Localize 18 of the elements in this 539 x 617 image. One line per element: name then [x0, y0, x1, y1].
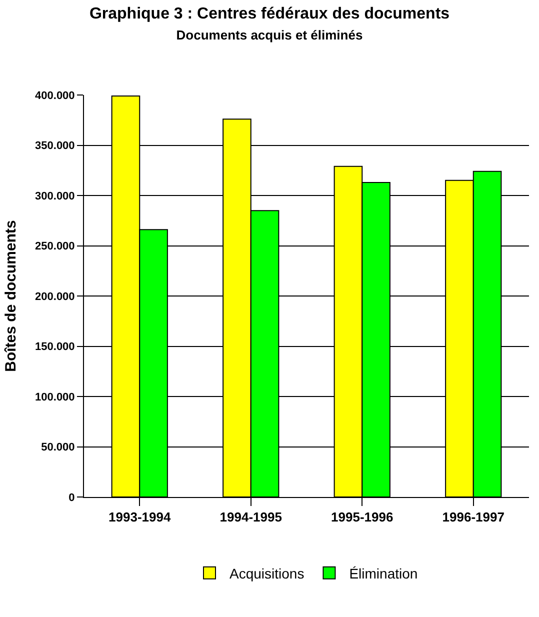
y-tick-label: 150.000 — [35, 341, 75, 354]
y-tick-label: 0 — [68, 492, 75, 504]
y-tick-label: 400.000 — [35, 90, 75, 102]
y-tick-label: 250.000 — [35, 240, 75, 253]
y-tick-label: 200.000 — [35, 290, 75, 303]
y-tick-label: 350.000 — [35, 140, 75, 152]
x-tick-label: 1995-1996 — [331, 510, 394, 525]
chart-subtitle: Documents acquis et éliminés — [176, 27, 363, 42]
y-tick-label: 100.000 — [35, 391, 75, 404]
chart-title: Graphique 3 : Centres fédéraux des documents — [89, 6, 450, 23]
y-axis-title: Boîtes de documents — [2, 220, 20, 372]
x-tick-label: 1996-1997 — [442, 510, 504, 525]
legend-label: Acquisitions — [230, 565, 304, 582]
y-tick-label: 50.000 — [41, 442, 75, 454]
x-tick-label: 1993-1994 — [108, 510, 172, 525]
legend-label: Élimination — [349, 565, 418, 582]
y-tick-label: 300.000 — [35, 190, 75, 202]
x-tick-label: 1994-1995 — [220, 510, 282, 525]
